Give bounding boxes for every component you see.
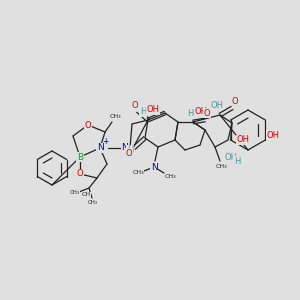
Text: N: N <box>151 163 158 172</box>
Text: +: + <box>102 137 108 146</box>
Text: CH₃: CH₃ <box>132 170 144 175</box>
Text: CH₃: CH₃ <box>164 175 176 179</box>
Text: B: B <box>77 152 83 161</box>
Text: OH: OH <box>146 106 160 115</box>
Text: O: O <box>85 121 91 130</box>
Text: H: H <box>234 157 240 166</box>
Text: H: H <box>187 109 193 118</box>
Text: CH₃: CH₃ <box>109 113 121 119</box>
Text: OH: OH <box>211 100 224 109</box>
Text: H: H <box>127 146 133 154</box>
Text: O: O <box>126 148 132 158</box>
Text: N: N <box>97 143 104 152</box>
Text: OH: OH <box>224 152 238 161</box>
Text: CH₃: CH₃ <box>215 164 227 169</box>
Text: O: O <box>77 169 83 178</box>
Text: CH₃: CH₃ <box>88 200 98 206</box>
Text: O: O <box>204 109 210 118</box>
Text: CH: CH <box>81 193 91 197</box>
Text: OH: OH <box>267 130 280 140</box>
Text: H: H <box>140 107 146 116</box>
Text: OH: OH <box>236 136 250 145</box>
Text: CH₃: CH₃ <box>70 190 80 194</box>
Text: O: O <box>232 97 238 106</box>
Text: N: N <box>122 143 128 152</box>
Text: OH: OH <box>194 106 208 116</box>
Text: O: O <box>132 101 138 110</box>
